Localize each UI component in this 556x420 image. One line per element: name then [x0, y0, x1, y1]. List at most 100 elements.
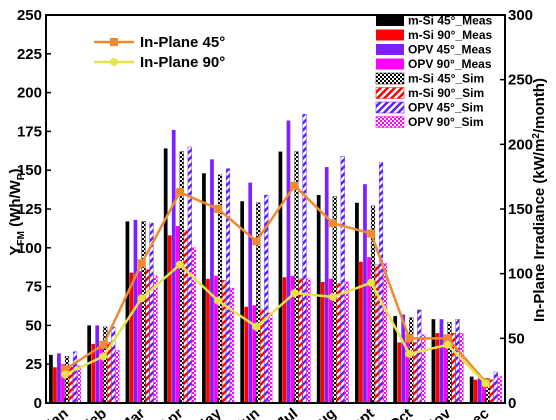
bar-m-si-90deg-meas-oct: [397, 342, 402, 403]
y2-tick-label-250: 250: [508, 72, 533, 89]
bar-m-si-90deg-sim-mar: [145, 269, 150, 404]
bar-m-si-90deg-sim-jul: [298, 278, 303, 404]
x-tick-label-may: May: [191, 405, 225, 420]
bar-m-si-90deg-meas-may: [206, 278, 210, 403]
y-axis-title: YFM (Wh/WP): [7, 169, 27, 256]
x-tick-label-oct: Oct: [386, 405, 416, 420]
x-tick-label-jan: Jan: [41, 405, 72, 420]
point-in-plane-45deg-oct: [405, 334, 414, 343]
bar-opv-90deg-sim-dec: [497, 376, 502, 404]
legend-swatch-opv-90deg-sim: [375, 116, 405, 128]
bar-m-si-45deg-meas-jul: [278, 151, 283, 403]
legend-swatch-m-si-45deg-meas: [376, 15, 404, 26]
point-in-plane-45deg-aug: [328, 219, 337, 228]
axes-layer: [45, 14, 506, 404]
bar-opv-90deg-meas-aug: [328, 278, 333, 403]
y-tick-label-25: 25: [25, 356, 42, 373]
bar-m-si-90deg-meas-jan: [53, 367, 57, 403]
x-tick-label-jun: Jun: [232, 405, 263, 420]
bar-m-si-90deg-meas-apr: [167, 235, 172, 403]
legend-label-in-plane-45deg: In-Plane 45°: [140, 34, 225, 51]
legend-layer: In-Plane 45°In-Plane 90°m-Si 45°_Measm-S…: [94, 14, 493, 129]
point-in-plane-90deg-apr: [175, 260, 184, 269]
bar-m-si-45deg-meas-dec: [469, 376, 474, 403]
legend-swatch-m-si-90deg-sim: [375, 87, 405, 99]
bar-m-si-90deg-sim-dec: [489, 379, 494, 404]
bar-m-si-45deg-meas-jun: [240, 201, 245, 403]
x-tick-label-apr: Apr: [156, 405, 187, 420]
point-in-plane-90deg-nov: [443, 340, 452, 349]
point-in-plane-45deg-nov: [443, 334, 452, 343]
bar-m-si-45deg-meas-nov: [431, 319, 436, 403]
legend-marker-in-plane-45deg: [110, 38, 118, 46]
legend-label-opv-45deg-meas: OPV 45°_Meas: [408, 43, 492, 57]
legend-swatch-m-si-90deg-meas: [376, 29, 404, 41]
bar-opv-45deg-sim-aug: [340, 156, 345, 404]
y-tick-label-125: 125: [17, 201, 42, 218]
point-in-plane-90deg-mar: [137, 294, 146, 303]
y-tick-label-0: 0: [34, 395, 42, 412]
y-tick-label-75: 75: [25, 279, 42, 296]
bar-opv-90deg-meas-mar: [137, 271, 142, 403]
bar-opv-90deg-sim-mar: [153, 275, 158, 404]
legend-label-opv-90deg-meas: OPV 90°_Meas: [408, 57, 492, 71]
bar-opv-45deg-meas-oct: [401, 314, 406, 403]
bar-opv-45deg-meas-jan: [57, 353, 61, 403]
point-in-plane-90deg-aug: [328, 292, 337, 301]
bar-opv-45deg-meas-sept: [363, 184, 367, 403]
bar-opv-90deg-meas-jan: [61, 364, 65, 403]
bar-m-si-90deg-meas-mar: [129, 272, 134, 403]
legend-label-m-si-45deg-meas: m-Si 45°_Meas: [408, 14, 493, 28]
point-in-plane-45deg-jan: [61, 365, 70, 374]
y-tick-label-100: 100: [17, 240, 42, 257]
bar-opv-90deg-sim-oct: [421, 334, 426, 404]
bar-m-si-90deg-sim-aug: [336, 283, 341, 404]
bar-m-si-45deg-sim-oct: [409, 317, 414, 404]
bar-m-si-45deg-meas-jan: [49, 354, 53, 403]
legend-label-m-si-90deg-meas: m-Si 90°_Meas: [408, 28, 493, 42]
x-tick-label-dec: Dec: [460, 405, 492, 420]
bar-opv-45deg-sim-may: [225, 168, 231, 404]
point-in-plane-90deg-jul: [290, 289, 299, 298]
point-in-plane-45deg-feb: [99, 340, 108, 349]
bar-m-si-90deg-meas-jul: [282, 277, 287, 403]
x-tick-label-sept: Sept: [342, 405, 378, 420]
bar-opv-90deg-meas-jul: [290, 275, 295, 403]
bar-opv-90deg-meas-apr: [175, 226, 180, 403]
legend-label-m-si-45deg-sim: m-Si 45°_Sim: [408, 72, 484, 86]
bar-opv-45deg-meas-may: [210, 159, 214, 403]
bar-opv-45deg-meas-feb: [95, 325, 100, 403]
x-tick-label-aug: Aug: [306, 405, 339, 420]
x-tick-label-nov: Nov: [422, 405, 455, 420]
y-tick-label-150: 150: [17, 162, 42, 179]
bar-opv-90deg-meas-oct: [405, 340, 410, 403]
bar-m-si-90deg-meas-sept: [359, 261, 363, 403]
bar-opv-45deg-sim-sept: [378, 162, 384, 404]
bar-opv-90deg-sim-apr: [191, 247, 196, 404]
bar-opv-90deg-sim-may: [229, 287, 235, 404]
bar-opv-90deg-sim-jul: [306, 278, 311, 404]
x-tick-label-feb: Feb: [79, 405, 110, 420]
y2-tick-label-150: 150: [508, 201, 533, 218]
point-in-plane-90deg-jun: [252, 322, 261, 331]
bars-layer: [49, 114, 502, 404]
legend-swatch-opv-90deg-meas: [376, 58, 404, 70]
legend-swatch-m-si-45deg-sim: [375, 72, 405, 85]
bar-opv-45deg-meas-apr: [171, 129, 176, 403]
y-tick-label-225: 225: [17, 46, 42, 63]
bar-m-si-90deg-sim-sept: [374, 264, 380, 404]
x-tick-label-mar: Mar: [117, 405, 148, 420]
point-in-plane-90deg-feb: [99, 352, 108, 361]
y-tick-label-50: 50: [25, 317, 42, 334]
bar-m-si-45deg-sim-jan: [64, 356, 70, 404]
legend-label-m-si-90deg-sim: m-Si 90°_Sim: [408, 86, 484, 100]
bar-opv-90deg-sim-nov: [459, 332, 464, 404]
bar-m-si-90deg-meas-nov: [435, 333, 440, 403]
bar-opv-45deg-sim-dec: [493, 371, 498, 404]
bar-opv-45deg-sim-oct: [417, 309, 422, 404]
point-in-plane-90deg-sept: [367, 278, 376, 287]
point-in-plane-45deg-may: [214, 205, 223, 213]
legend-label-in-plane-90deg: In-Plane 90°: [140, 54, 225, 71]
bar-opv-90deg-meas-sept: [367, 257, 371, 403]
